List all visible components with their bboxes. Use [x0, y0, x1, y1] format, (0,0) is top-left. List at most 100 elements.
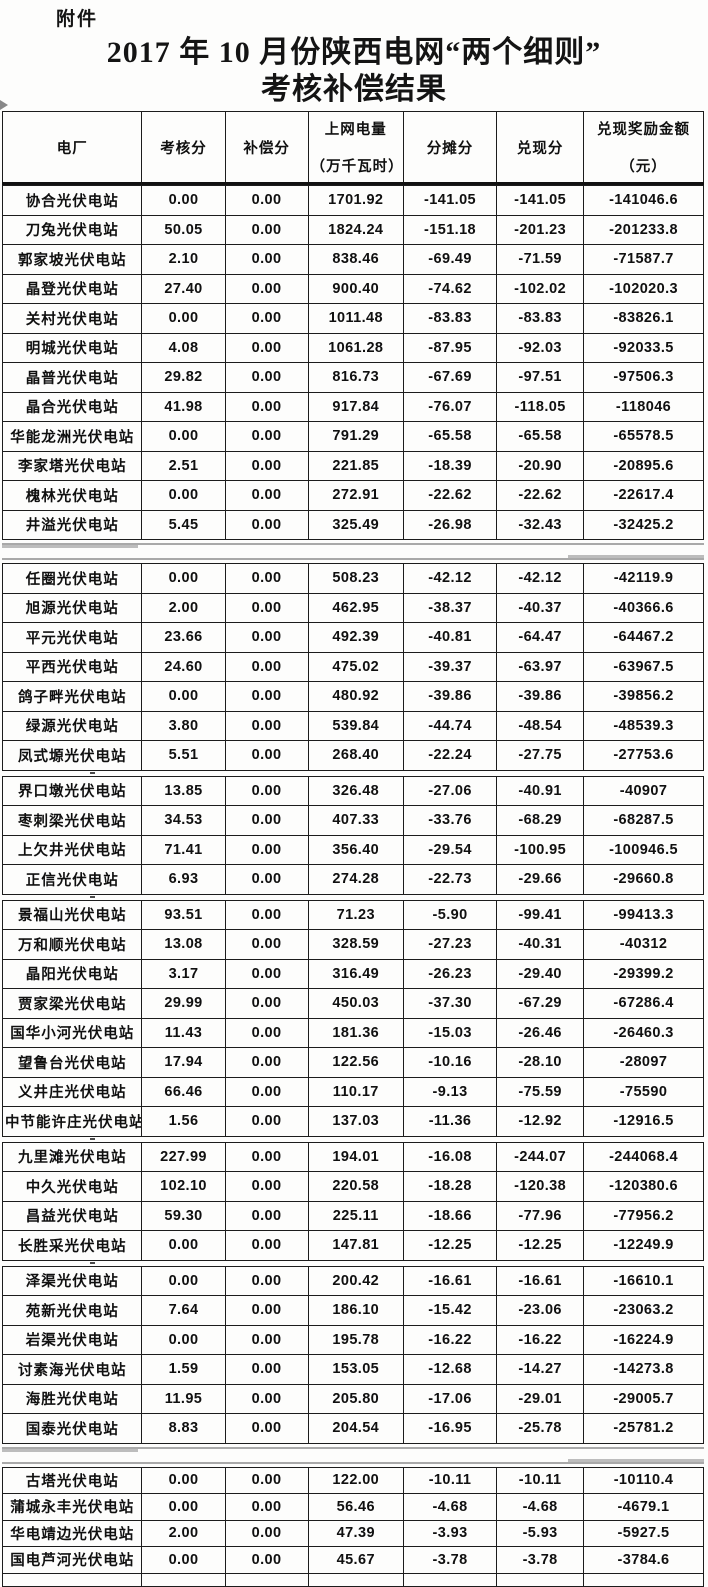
column-header: 兑现分 — [496, 111, 585, 184]
value-cell: 2.00 — [141, 1519, 226, 1547]
value-cell: -68287.5 — [583, 805, 704, 836]
value-cell: 2.51 — [141, 450, 226, 481]
value-cell: 2.10 — [141, 244, 226, 275]
table-row: 国华小河光伏电站 11.43 0.00 181.36 -15.03 -26.46 -2646… — [1, 1017, 704, 1048]
value-cell: -39.86 — [402, 681, 498, 712]
value-cell: -16.95 — [402, 1413, 498, 1444]
table-split-gap — [2, 1261, 704, 1266]
value-cell: -17.06 — [402, 1383, 498, 1414]
plant-name-cell: 上欠井光伏电站 — [1, 834, 143, 865]
value-cell: 0.00 — [224, 450, 309, 481]
value-cell: -40.91 — [496, 775, 585, 806]
table-row: 旭源光伏电站 2.00 0.00 462.95 -38.37 -40.37 -40366.6 — [1, 592, 704, 623]
value-cell: -141046.6 — [583, 185, 704, 216]
value-cell: -12.25 — [402, 1230, 498, 1261]
value-cell: 480.92 — [307, 681, 404, 712]
value-cell: -40.81 — [402, 622, 498, 653]
value-cell: 0.00 — [224, 622, 309, 653]
page-break-notch — [568, 1458, 704, 1462]
value-cell: -83826.1 — [583, 303, 704, 334]
page-break-line — [2, 543, 704, 545]
split-tick-mark — [90, 1261, 95, 1264]
value-cell: -25.78 — [496, 1413, 585, 1444]
value-cell: -83.83 — [402, 303, 498, 334]
value-cell: -29.01 — [496, 1383, 585, 1414]
value-cell: 0.00 — [224, 273, 309, 304]
value-cell: 0.00 — [224, 480, 309, 511]
value-cell: -4.68 — [496, 1493, 585, 1521]
value-cell: 0.00 — [224, 214, 309, 245]
value-cell: -16224.9 — [583, 1324, 704, 1355]
split-tick-mark — [90, 895, 95, 898]
plant-name-cell: 苑新光伏电站 — [1, 1295, 143, 1326]
value-cell: 268.40 — [307, 740, 404, 771]
table-row: 华电靖边光伏电站 2.00 0.00 47.39 -3.93 -5.93 -5927.5 — [1, 1519, 704, 1547]
table-split-gap — [2, 1137, 704, 1142]
table-row: 泽渠光伏电站 0.00 0.00 200.42 -16.61 -16.61 -16610.1 — [1, 1265, 704, 1296]
value-cell: 0.00 — [224, 1493, 309, 1521]
plant-name-cell: 李家塔光伏电站 — [1, 450, 143, 481]
value-cell: -100.95 — [496, 834, 585, 865]
table-header-row: 电厂 考核分 补偿分 上网电量 （万千瓦时） 分摊分 兑现分 兑现奖励金额 （元） — [1, 111, 704, 185]
value-cell: 102.10 — [141, 1171, 226, 1202]
table-row: 晶登光伏电站 27.40 0.00 900.40 -74.62 -102.02 -10202… — [1, 273, 704, 304]
plant-name-cell: 晶普光伏电站 — [1, 362, 143, 393]
value-cell: -40.37 — [496, 592, 585, 623]
table-row: 九里滩光伏电站 227.99 0.00 194.01 -16.08 -244.07 -244… — [1, 1141, 704, 1172]
value-cell: 0.00 — [141, 1324, 226, 1355]
value-cell: 0.00 — [224, 1200, 309, 1231]
value-cell: 0.00 — [224, 332, 309, 363]
value-cell: 0.00 — [224, 1295, 309, 1326]
value-cell: 0.00 — [141, 480, 226, 511]
value-cell: -12.92 — [496, 1106, 585, 1137]
value-cell: -40366.6 — [583, 592, 704, 623]
value-cell: 0.00 — [224, 1466, 309, 1494]
value-cell: -97506.3 — [583, 362, 704, 393]
value-cell: 0.00 — [224, 929, 309, 960]
table-row: 凤式塬光伏电站 5.51 0.00 268.40 -22.24 -27.75 -27753.… — [1, 740, 704, 771]
plant-name-cell: 岩渠光伏电站 — [1, 1324, 143, 1355]
value-cell: -29.66 — [496, 864, 585, 895]
value-cell: -28.10 — [496, 1047, 585, 1078]
plant-name-cell: 义井庄光伏电站 — [1, 1076, 143, 1107]
plant-name-cell: 泽渠光伏电站 — [1, 1265, 143, 1296]
value-cell: -37.30 — [402, 988, 498, 1019]
plant-name-cell: 关村光伏电站 — [1, 303, 143, 334]
value-cell: -201.23 — [496, 214, 585, 245]
value-cell: -14.27 — [496, 1354, 585, 1385]
plant-name-cell: 景福山光伏电站 — [1, 899, 143, 930]
value-cell: 41.98 — [141, 391, 226, 422]
table-row: 绿源光伏电站 3.80 0.00 539.84 -44.74 -48.54 -48539.3 — [1, 710, 704, 741]
value-cell: -99.41 — [496, 899, 585, 930]
table-row: 岩渠光伏电站 0.00 0.00 195.78 -16.22 -16.22 -16224.9 — [1, 1324, 704, 1355]
table-row: 平元光伏电站 23.66 0.00 492.39 -40.81 -64.47 -64467.… — [1, 622, 704, 653]
plant-name-cell: 贾家梁光伏电站 — [1, 988, 143, 1019]
page-break-notch — [568, 555, 704, 558]
value-cell: -44.74 — [402, 710, 498, 741]
split-tick-mark — [90, 1137, 95, 1140]
value-cell: -4.68 — [402, 1493, 498, 1521]
table-row: 华能龙洲光伏电站 0.00 0.00 791.29 -65.58 -65.58 -65578… — [1, 421, 704, 452]
table-row: 讨素海光伏电站 1.59 0.00 153.05 -12.68 -14.27 -14273.… — [1, 1354, 704, 1385]
value-cell: 274.28 — [307, 864, 404, 895]
value-cell: 0.00 — [224, 391, 309, 422]
table-section: 界口墩光伏电站 13.85 0.00 326.48 -27.06 -40.91 -40907… — [1, 775, 704, 895]
table-row: 国电芦河光伏电站 0.00 0.00 45.67 -3.78 -3.78 -3784.6 — [1, 1546, 704, 1574]
value-cell: 225.11 — [307, 1200, 404, 1231]
page-break-band — [2, 1444, 704, 1467]
value-cell: -71587.7 — [583, 244, 704, 275]
attachment-label: 附件 — [56, 9, 99, 30]
table-row: 李家塔光伏电站 2.51 0.00 221.85 -18.39 -20.90 -20895.… — [1, 450, 704, 481]
stub-cell — [141, 1573, 226, 1587]
value-cell: -16.61 — [496, 1265, 585, 1296]
value-cell: -39.37 — [402, 651, 498, 682]
value-cell: 0.00 — [224, 651, 309, 682]
value-cell: 0.00 — [141, 1230, 226, 1261]
assessment-compensation-table: 电厂 考核分 补偿分 上网电量 （万千瓦时） 分摊分 兑现分 兑现奖励金额 （元） 协合光伏电站 0… — [1, 111, 704, 1587]
value-cell: 0.00 — [224, 958, 309, 989]
value-cell: 29.82 — [141, 362, 226, 393]
next-row-stub — [1, 1573, 704, 1587]
value-cell: 204.54 — [307, 1413, 404, 1444]
plant-name-cell: 正信光伏电站 — [1, 864, 143, 895]
value-cell: 816.73 — [307, 362, 404, 393]
